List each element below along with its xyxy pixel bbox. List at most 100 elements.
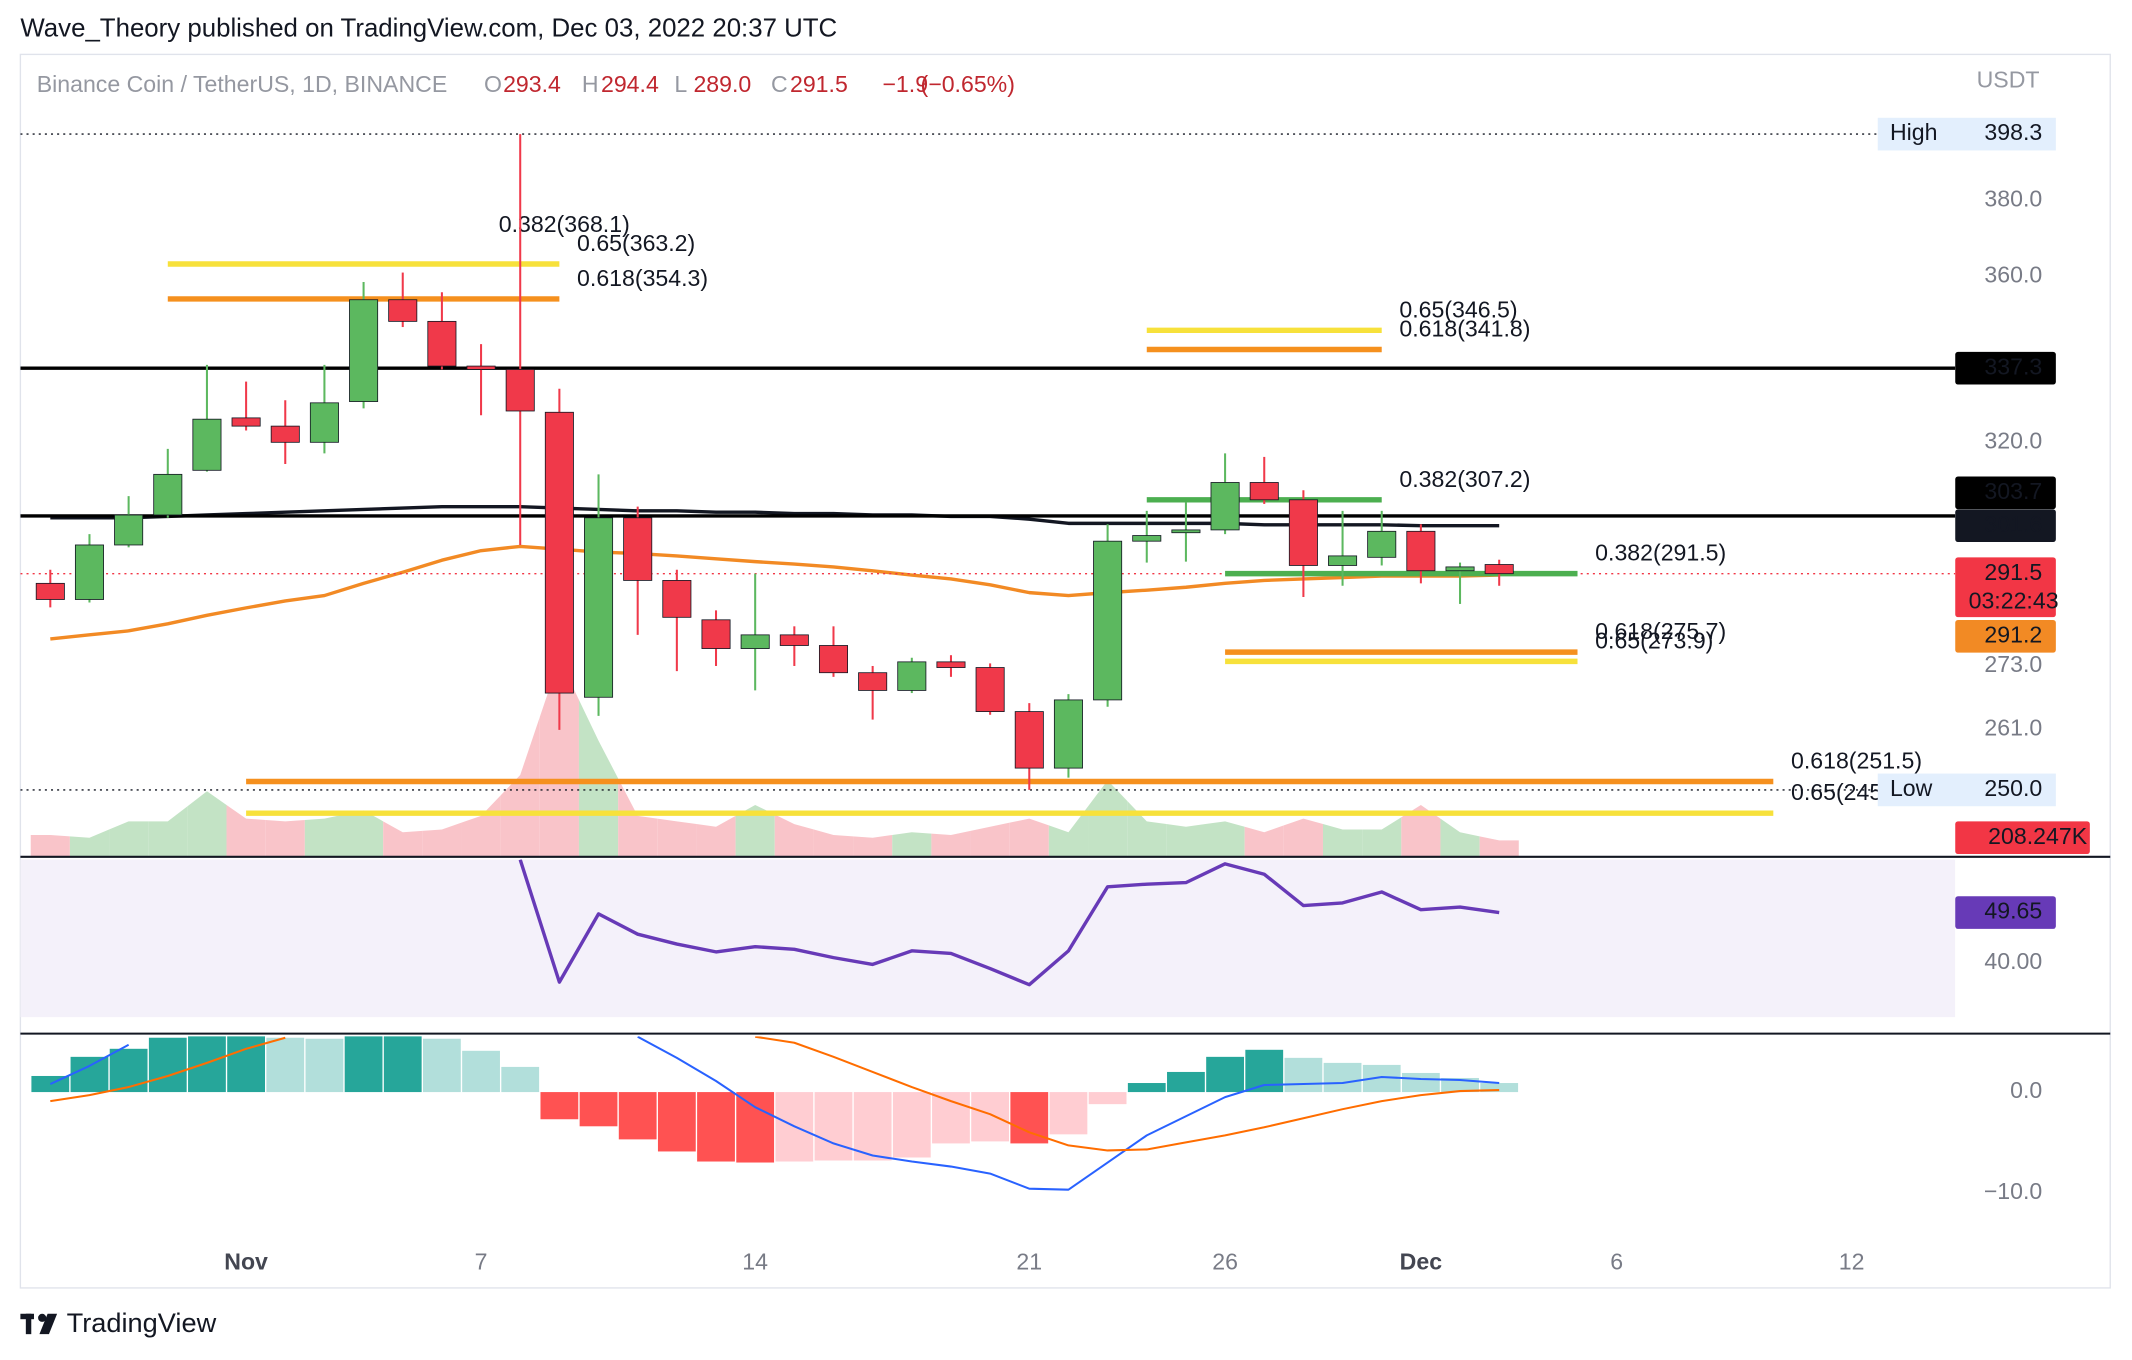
candle-body xyxy=(975,667,1005,712)
volume-area xyxy=(1166,824,1206,857)
candle-body xyxy=(231,417,261,427)
macd-histogram-bar xyxy=(932,1092,970,1144)
footer-brand: TradingView xyxy=(67,1307,217,1338)
rsi-pane xyxy=(20,859,1956,1018)
x-tick-label: 14 xyxy=(742,1249,768,1275)
rsi-badge-value: 49.65 xyxy=(1984,898,2042,924)
volume-area xyxy=(1401,804,1441,857)
macd-histogram-bar xyxy=(1088,1092,1127,1105)
price-badge-value: 337.3 xyxy=(1984,353,2042,379)
candle-body xyxy=(35,582,65,600)
fib-label: 0.382(291.5) xyxy=(1595,540,1726,566)
unit: USDT xyxy=(1977,67,2040,93)
volume-area xyxy=(618,778,658,857)
macd-histogram-bar xyxy=(227,1036,266,1093)
fib-label: 0.618(354.3) xyxy=(577,265,708,291)
macd-histogram-bar xyxy=(971,1092,1010,1142)
candle-body xyxy=(1132,535,1162,542)
price-badge xyxy=(1955,476,2056,510)
moving-average xyxy=(50,544,1500,641)
volume-area xyxy=(226,804,266,857)
volume-area xyxy=(422,822,462,857)
volume-area xyxy=(265,819,305,857)
labels: Nov 7 14 21 26 Dec 6 12 380.0 360.0 320.0 273.0 261.… xyxy=(20,117,2111,1275)
frame xyxy=(19,53,2111,1289)
volume-area xyxy=(735,804,775,857)
extreme-badge xyxy=(1877,117,2056,151)
volume-area xyxy=(69,829,110,857)
overlay-badge-value: 291.2 xyxy=(1984,621,2042,647)
macd-tick-label: −10.0 xyxy=(1984,1178,2042,1204)
extreme-label: High xyxy=(1890,119,1938,145)
volume-area xyxy=(109,821,149,857)
candle-body xyxy=(779,634,809,646)
candle-body xyxy=(74,544,104,600)
candle-body xyxy=(388,299,418,322)
fib-label: 0.65(273.9) xyxy=(1595,627,1713,653)
legend-value: 289.0 xyxy=(693,71,751,97)
volume-area xyxy=(1479,836,1519,857)
extreme-badge xyxy=(1877,773,2056,807)
logo xyxy=(20,1313,58,1335)
fib-label: 0.65(346.5) xyxy=(1399,296,1517,322)
legend-change-percent: (−0.65%) xyxy=(921,71,1015,97)
candle-body xyxy=(1014,711,1044,769)
volume-area xyxy=(1322,824,1363,857)
candle-body xyxy=(936,661,966,668)
fib-label: 0.382(307.2) xyxy=(1399,466,1530,492)
volume-area xyxy=(344,810,384,857)
volume-area xyxy=(1205,821,1245,857)
x-tick-label: 21 xyxy=(1016,1249,1042,1275)
rsi-background xyxy=(20,859,1956,1018)
macd-histogram-bar xyxy=(1049,1092,1088,1135)
fib-label: 0.618(251.5) xyxy=(1791,748,1922,774)
candle-body xyxy=(701,619,731,649)
macd-histogram-bar xyxy=(697,1092,735,1162)
candle-body xyxy=(1210,482,1240,531)
volume-area xyxy=(1362,817,1402,857)
candle-body xyxy=(897,661,927,691)
macd-histogram-bar xyxy=(344,1036,383,1093)
x-tick-label: 6 xyxy=(1610,1249,1623,1275)
macd-histogram-bar xyxy=(1167,1071,1205,1093)
volume-area xyxy=(30,834,70,857)
volume-area xyxy=(774,814,814,857)
overlay-badge xyxy=(1955,509,2056,543)
macd-histogram-bar xyxy=(423,1038,461,1093)
candle-body xyxy=(1053,699,1083,769)
candle-body xyxy=(192,418,222,471)
volume-area xyxy=(970,822,1010,857)
legend-value: 291.5 xyxy=(790,71,848,97)
candle-body xyxy=(858,672,888,691)
macd-line xyxy=(49,1036,1500,1191)
macd-histogram-bar xyxy=(1206,1056,1244,1093)
extreme-value: 398.3 xyxy=(1984,119,2042,145)
macd-histogram-bar xyxy=(70,1056,109,1093)
extreme-label: Low xyxy=(1890,775,1933,801)
volume-area xyxy=(1009,818,1049,857)
current-price-value: 291.5 xyxy=(1984,559,2042,585)
volume-area xyxy=(304,814,345,857)
volume-area xyxy=(187,791,227,857)
candle-body xyxy=(740,634,770,649)
macd-histogram-bar xyxy=(266,1037,305,1093)
volume-area xyxy=(148,806,188,857)
legend-value: 294.4 xyxy=(601,71,659,97)
candle-body xyxy=(1288,499,1318,566)
moving-average xyxy=(50,504,1500,528)
macd-histogram-bar xyxy=(579,1092,618,1127)
legend-label: L xyxy=(674,71,687,97)
volume-area xyxy=(696,815,736,857)
legend-label: H xyxy=(582,71,599,97)
volume-area xyxy=(383,821,423,857)
candle-body xyxy=(1406,530,1436,572)
candle-body xyxy=(427,320,457,367)
current-price-badge xyxy=(1955,557,2056,618)
macd-histogram-bar xyxy=(892,1092,931,1158)
signal-line xyxy=(50,1036,1500,1152)
candle-body xyxy=(1171,529,1201,534)
candle-body xyxy=(623,517,653,581)
candle-body xyxy=(584,517,614,698)
